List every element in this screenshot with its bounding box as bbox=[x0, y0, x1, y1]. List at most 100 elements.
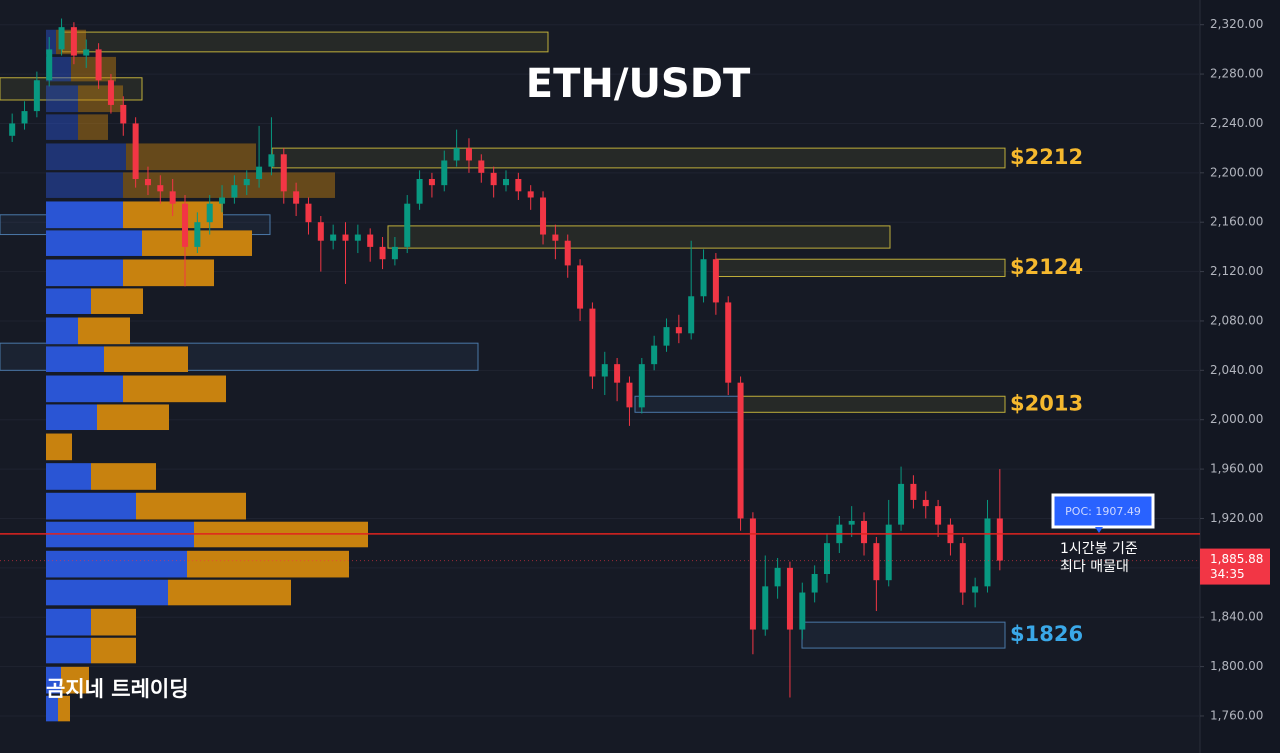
volume-bar bbox=[46, 579, 168, 606]
candle-body bbox=[317, 222, 324, 241]
y-tick-label: 2,080.00 bbox=[1210, 313, 1263, 327]
volume-bar bbox=[46, 463, 91, 490]
candle-body bbox=[330, 234, 337, 241]
volume-bar bbox=[46, 114, 78, 140]
candle-body bbox=[503, 178, 509, 186]
candle-body bbox=[194, 222, 201, 247]
zone bbox=[387, 225, 891, 249]
candle-body bbox=[219, 197, 226, 204]
candle-body bbox=[898, 483, 905, 525]
y-tick-label: 1,800.00 bbox=[1210, 659, 1263, 673]
candle-body bbox=[848, 520, 855, 525]
candle-body bbox=[626, 382, 633, 408]
candle-body bbox=[404, 203, 411, 247]
volume-bar bbox=[78, 114, 108, 140]
candle-body bbox=[663, 327, 670, 346]
volume-bar bbox=[46, 317, 78, 345]
zone bbox=[715, 258, 1006, 278]
candle-body bbox=[453, 148, 460, 161]
candle-body bbox=[243, 178, 250, 186]
zone-label: $2124 bbox=[1010, 255, 1083, 279]
volume-bar bbox=[123, 375, 226, 403]
zone bbox=[271, 147, 1006, 169]
y-tick-label: 1,760.00 bbox=[1210, 708, 1263, 722]
volume-bar bbox=[46, 288, 91, 314]
volume-bar bbox=[46, 375, 123, 403]
poc-label: POC: 1907.49 bbox=[1065, 505, 1141, 518]
volume-bar bbox=[187, 550, 349, 578]
y-tick-label: 2,200.00 bbox=[1210, 165, 1263, 179]
annotation: 최다 매물대 bbox=[1060, 559, 1129, 575]
candle-body bbox=[564, 240, 571, 266]
volume-bar bbox=[61, 666, 89, 694]
volume-bar bbox=[123, 259, 214, 287]
candle-body bbox=[342, 234, 349, 241]
y-tick-label: 2,280.00 bbox=[1210, 67, 1263, 81]
candle-body bbox=[688, 296, 695, 334]
candle-body bbox=[712, 259, 719, 303]
candle-body bbox=[725, 302, 732, 383]
volume-bar bbox=[46, 259, 123, 287]
candle-body bbox=[478, 160, 485, 173]
candle-body bbox=[21, 111, 28, 124]
candle-body bbox=[811, 574, 818, 593]
volume-bar bbox=[46, 230, 142, 256]
volume-bar bbox=[46, 29, 56, 55]
y-tick-label: 2,240.00 bbox=[1210, 116, 1263, 130]
candle-body bbox=[873, 543, 880, 581]
candle-body bbox=[157, 185, 164, 192]
y-axis-panel bbox=[1200, 0, 1280, 753]
candle-body bbox=[737, 382, 744, 519]
y-tick-label: 2,040.00 bbox=[1210, 363, 1263, 377]
chart-title: ETH/USDT bbox=[526, 61, 751, 107]
candle-body bbox=[305, 203, 312, 223]
zone-label: $2212 bbox=[1010, 145, 1083, 169]
candle-body bbox=[601, 364, 608, 377]
candle-body bbox=[95, 49, 102, 81]
candle-body bbox=[58, 27, 65, 50]
candle-body bbox=[120, 104, 127, 124]
candle-body bbox=[972, 586, 979, 593]
candle-body bbox=[540, 197, 547, 235]
watermark: 곰지네 트레이딩 bbox=[46, 677, 189, 701]
candle-body bbox=[83, 49, 90, 56]
poc-pointer bbox=[1095, 527, 1103, 533]
candle-body bbox=[675, 327, 682, 334]
zone bbox=[739, 395, 1006, 413]
volume-bar bbox=[136, 492, 246, 520]
volume-bar bbox=[91, 608, 136, 636]
volume-bar bbox=[46, 172, 123, 198]
candle-body bbox=[107, 80, 114, 105]
zone-label: $1826 bbox=[1010, 622, 1083, 646]
candle-body bbox=[416, 178, 423, 204]
volume-bar bbox=[168, 579, 291, 606]
volume-bar bbox=[46, 433, 72, 461]
candle-body bbox=[700, 259, 707, 297]
candle-body bbox=[589, 308, 596, 377]
candle-body bbox=[465, 148, 472, 161]
candle-body bbox=[935, 506, 942, 525]
y-tick-label: 2,320.00 bbox=[1210, 17, 1263, 31]
volume-bar bbox=[46, 550, 187, 578]
candle-body bbox=[749, 518, 756, 630]
candle-body bbox=[959, 543, 966, 593]
volume-bar bbox=[46, 201, 123, 229]
candle-body bbox=[490, 172, 497, 186]
candle-body bbox=[823, 543, 830, 575]
volume-bar bbox=[46, 666, 61, 694]
candle-body bbox=[638, 364, 645, 408]
candle-body bbox=[651, 345, 658, 365]
candle-body bbox=[268, 154, 275, 167]
candle-body bbox=[799, 592, 806, 630]
candle-body bbox=[206, 203, 213, 223]
volume-bar bbox=[46, 404, 97, 431]
candle-body bbox=[527, 191, 534, 198]
candle-body bbox=[182, 203, 189, 247]
candle-body bbox=[354, 234, 361, 241]
y-tick-label: 1,840.00 bbox=[1210, 610, 1263, 624]
y-tick-label: 2,120.00 bbox=[1210, 264, 1263, 278]
volume-bar bbox=[104, 346, 188, 372]
poc-box bbox=[1051, 493, 1155, 529]
candle-body bbox=[280, 154, 287, 192]
